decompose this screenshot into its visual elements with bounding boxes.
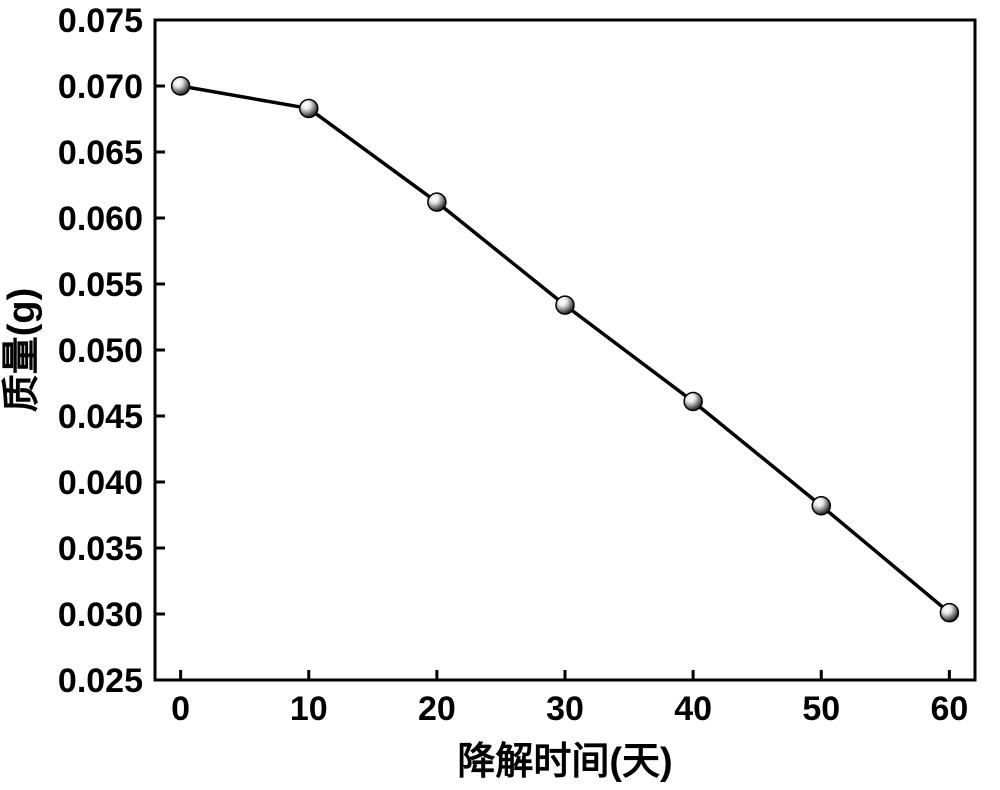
x-tick-label: 50 <box>802 690 840 728</box>
x-tick-label: 60 <box>930 690 968 728</box>
chart-background <box>0 0 1000 790</box>
line-chart: 0 10 20 30 40 50 60 0.025 0.030 0.035 0.040 0.045 0.… <box>0 0 1000 790</box>
data-marker <box>812 497 830 515</box>
chart-container: 0 10 20 30 40 50 60 0.025 0.030 0.035 0.040 0.045 0.… <box>0 0 1000 790</box>
y-tick-label: 0.040 <box>58 464 143 502</box>
data-marker <box>428 193 446 211</box>
y-tick-label: 0.060 <box>58 200 143 238</box>
x-tick-label: 0 <box>171 690 190 728</box>
y-tick-label: 0.035 <box>58 530 143 568</box>
y-tick-label: 0.065 <box>58 134 143 172</box>
y-tick-label: 0.075 <box>58 2 143 40</box>
x-tick-label: 10 <box>290 690 328 728</box>
y-tick-label: 0.070 <box>58 68 143 106</box>
data-marker <box>940 604 958 622</box>
x-tick-label: 40 <box>674 690 712 728</box>
y-tick-label: 0.050 <box>58 332 143 370</box>
y-tick-label: 0.045 <box>58 398 143 436</box>
data-marker <box>172 77 190 95</box>
x-axis-label: 降解时间(天) <box>457 741 672 783</box>
data-marker <box>556 296 574 314</box>
data-marker <box>300 99 318 117</box>
y-tick-label: 0.025 <box>58 662 143 700</box>
x-tick-label: 30 <box>546 690 584 728</box>
y-tick-label: 0.030 <box>58 596 143 634</box>
x-tick-label: 20 <box>418 690 456 728</box>
y-tick-label: 0.055 <box>58 266 143 304</box>
y-axis-label: 质量(g) <box>1 288 43 413</box>
data-marker <box>684 392 702 410</box>
